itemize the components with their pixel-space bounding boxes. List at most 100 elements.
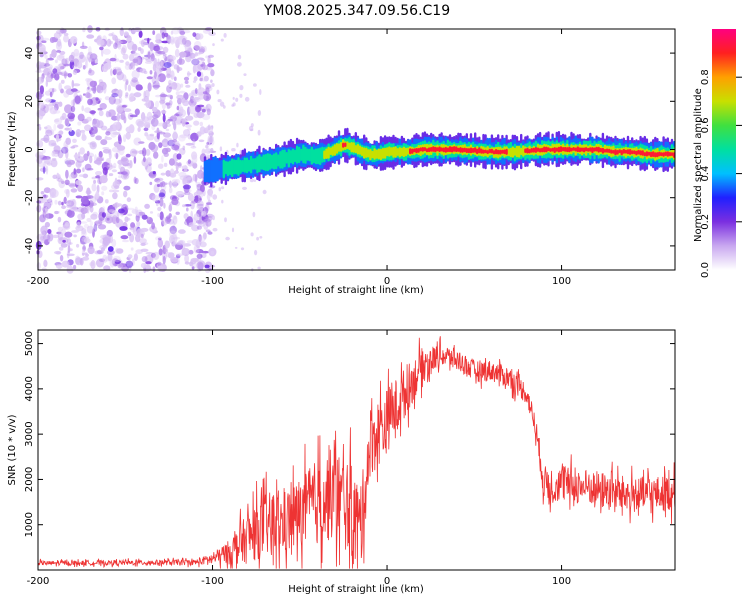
- ridge-cell: [576, 146, 579, 153]
- ridge-cell: [350, 142, 353, 153]
- noise-blob: [67, 112, 76, 120]
- noise-blob: [182, 184, 191, 190]
- noise-blob: [43, 259, 47, 266]
- noise-blob: [152, 30, 156, 35]
- noise-blob: [106, 38, 112, 47]
- noise-blob: [152, 114, 159, 120]
- noise-blob: [137, 120, 145, 128]
- noise-blob: [140, 227, 149, 232]
- noise-blob: [113, 42, 118, 50]
- noise-blob: [183, 164, 188, 173]
- noise-blob: [162, 255, 166, 265]
- noise-blob: [179, 51, 187, 58]
- noise-blob: [40, 195, 48, 200]
- ridge-cell: [275, 152, 278, 170]
- noise-blob: [203, 232, 207, 240]
- noise-blob: [194, 88, 198, 94]
- noise-blob: [50, 142, 57, 146]
- noise-blob: [157, 213, 161, 217]
- ridge-cell: [572, 147, 575, 151]
- noise-blob: [178, 134, 186, 142]
- noise-blob: [159, 98, 164, 106]
- noise-blob: [94, 250, 102, 255]
- noise-blob: [137, 127, 141, 132]
- noise-blob: [157, 76, 160, 81]
- noise-blob: [54, 59, 58, 64]
- noise-blob: [95, 175, 101, 179]
- x-tick-label: -200: [27, 276, 50, 287]
- noise-blob: [175, 242, 183, 250]
- noise-blob: [141, 256, 148, 263]
- noise-blob: [188, 222, 195, 227]
- noise-blob: [151, 106, 158, 113]
- noise-blob: [159, 182, 163, 188]
- ridge-cell: [304, 146, 307, 164]
- noise-blob: [184, 204, 192, 207]
- noise-blob: [123, 108, 132, 112]
- noise-blob: [86, 150, 90, 157]
- noise-blob: [171, 198, 179, 206]
- noise-blob: [42, 194, 49, 199]
- noise-blob: [206, 142, 210, 145]
- noise-blob: [63, 90, 70, 98]
- noise-blob: [207, 134, 214, 144]
- noise-blob: [172, 181, 178, 188]
- noise-blob: [207, 56, 211, 64]
- ridge-cell: [626, 149, 630, 155]
- ridge-cell: [430, 147, 433, 152]
- ridge-cell: [270, 154, 274, 169]
- ridge-cell: [448, 146, 452, 153]
- noise-blob: [119, 226, 128, 231]
- noise-blob: [37, 101, 45, 109]
- noise-blob: [51, 157, 57, 161]
- noise-blob: [82, 256, 90, 261]
- noise-blob: [129, 114, 138, 118]
- ridge-cell: [486, 150, 489, 155]
- noise-blob: [60, 146, 69, 154]
- noise-blob: [168, 204, 173, 212]
- noise-blob: [65, 149, 69, 159]
- noise-blob: [99, 103, 107, 110]
- noise-blob: [239, 85, 244, 91]
- noise-blob: [86, 204, 90, 214]
- noise-blob: [57, 200, 62, 206]
- noise-blob: [91, 183, 97, 192]
- ridge-cell: [323, 150, 326, 160]
- ridge-cell: [507, 148, 510, 157]
- ridge-cell: [325, 148, 328, 159]
- noise-blob: [41, 37, 50, 41]
- noise-blob: [66, 161, 72, 168]
- ridge-cell: [463, 147, 466, 153]
- noise-blob: [140, 233, 144, 239]
- ridge-cell: [635, 150, 638, 156]
- spectrogram-x-ticks: -200 -100 0 100: [27, 29, 571, 287]
- noise-blob: [190, 145, 197, 149]
- ridge-cell: [266, 153, 269, 172]
- ridge-cell: [427, 147, 431, 153]
- noise-blob: [79, 147, 85, 155]
- noise-blob: [35, 30, 42, 35]
- noise-blob: [97, 224, 107, 230]
- noise-blob: [257, 129, 261, 136]
- noise-blob: [149, 211, 154, 214]
- noise-blob: [64, 85, 72, 90]
- noise-blob: [222, 105, 226, 109]
- ridge-cell: [461, 147, 464, 153]
- noise-blob: [102, 65, 108, 73]
- y-tick-label: 3000: [24, 421, 35, 446]
- ridge-cell: [474, 147, 477, 153]
- noise-blob: [174, 113, 180, 117]
- noise-blob: [112, 189, 120, 193]
- noise-blob: [63, 196, 67, 204]
- noise-blob: [47, 57, 54, 61]
- noise-blob: [174, 82, 182, 91]
- ridge-cell: [490, 148, 494, 154]
- noise-blob: [198, 139, 205, 143]
- spectrogram-y-axis-label: Frequency (Hz): [7, 111, 18, 187]
- noise-blob: [109, 57, 117, 62]
- ridge-cell: [564, 146, 567, 152]
- noise-blob: [176, 58, 185, 65]
- noise-blob: [56, 173, 61, 178]
- noise-blob: [205, 103, 212, 112]
- noise-blob: [158, 248, 163, 256]
